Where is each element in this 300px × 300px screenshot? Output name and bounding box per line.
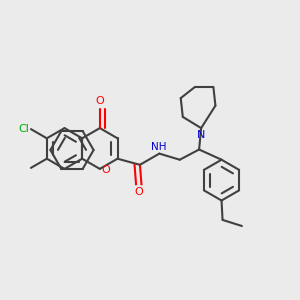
Text: N: N	[197, 130, 205, 140]
Text: NH: NH	[151, 142, 167, 152]
Text: Cl: Cl	[19, 124, 29, 134]
Text: O: O	[135, 187, 143, 196]
Text: O: O	[95, 96, 104, 106]
Text: O: O	[101, 165, 110, 175]
